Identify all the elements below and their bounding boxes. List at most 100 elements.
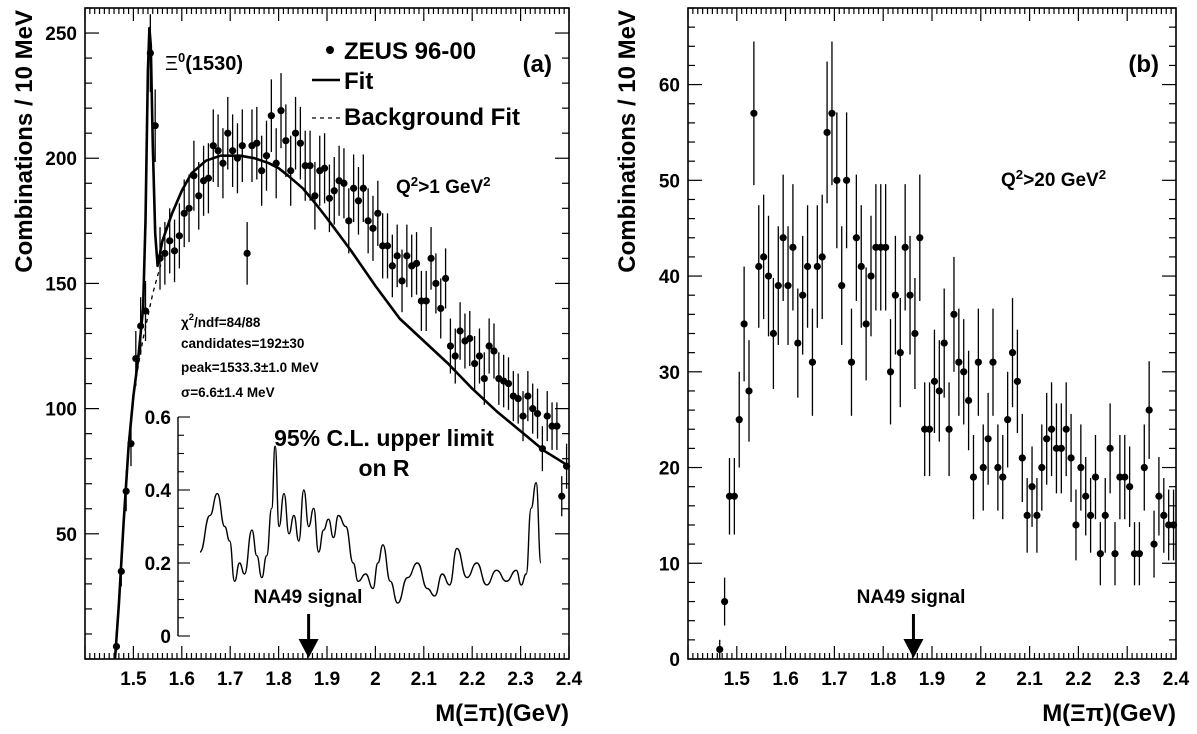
data-point [906, 291, 914, 299]
panel-label: (b) [1128, 51, 1159, 78]
data-point [170, 247, 179, 255]
y-tick-label: 40 [659, 267, 680, 288]
data-point [979, 463, 987, 472]
x-axis-title: M(Ξπ)(GeV) [1042, 700, 1176, 727]
data-point [267, 112, 275, 120]
data-point [1018, 454, 1026, 462]
data-point [989, 358, 997, 366]
data-point [471, 359, 479, 368]
data-point [896, 349, 904, 357]
data-point [999, 473, 1007, 481]
x-tick-label: 2.4 [556, 669, 583, 690]
data-point [994, 463, 1002, 472]
na49-label: NA49 signal [857, 587, 966, 608]
data-point [965, 396, 973, 405]
data-point [1106, 444, 1114, 452]
data-point [735, 416, 743, 424]
data-point [1155, 492, 1163, 500]
data-point [1145, 406, 1153, 414]
data-point [1150, 540, 1158, 548]
inset-y-tick-label: 0.4 [145, 481, 172, 502]
data-point [852, 234, 860, 242]
inset-title-line1: 95% C.L. upper limit [274, 425, 494, 451]
data-point [916, 234, 924, 242]
data-point [427, 254, 435, 262]
data-point [828, 109, 836, 117]
q2-label: Q2>20 GeV2 [1001, 167, 1106, 191]
data-point [1160, 511, 1168, 519]
data-point [514, 395, 522, 403]
data-point [1038, 463, 1046, 472]
legend: ZEUS 96-00 Fit Background Fit [312, 38, 520, 131]
data-point [219, 159, 227, 167]
data-point [945, 425, 953, 433]
data-point [784, 282, 792, 290]
data-point [306, 162, 314, 170]
x-tick-label: 1.8 [870, 669, 896, 690]
x-tick-label: 1.5 [120, 669, 147, 690]
data-point [350, 184, 358, 192]
data-point [320, 164, 329, 172]
data-point [1169, 521, 1178, 529]
data-point [930, 377, 939, 385]
data-point [901, 243, 909, 251]
x-tick-label: 1.6 [169, 669, 195, 690]
fit-chi2: χ2/ndf=84/88 [181, 312, 261, 330]
data-point [750, 109, 758, 117]
panel-a: 1.5 1.6 1.7 1.8 1.9 2 2.1 2.2 2.3 2.4 50 100 150 200 2… [11, 7, 583, 727]
data-point [282, 137, 290, 145]
data-point [730, 492, 738, 500]
data-point [1067, 454, 1075, 462]
data-point [1004, 416, 1012, 424]
data-point [374, 209, 382, 217]
y-axis-title: Combinations / 10 MeV [614, 10, 641, 273]
data-point [1033, 511, 1041, 519]
data-point [960, 368, 968, 376]
x-tick-label: 1.7 [217, 669, 243, 690]
data-point [490, 347, 498, 355]
data-point [935, 387, 943, 395]
data-point [291, 129, 300, 137]
x-tick-label: 1.8 [265, 669, 291, 690]
data-point [277, 107, 285, 115]
x-tick-label: 2.1 [1016, 669, 1043, 690]
data-point [867, 272, 875, 280]
data-point [340, 179, 348, 187]
data-point [716, 645, 724, 654]
data-point [911, 329, 919, 338]
x-tick-label: 2 [370, 669, 381, 690]
x-tick-label: 1.5 [724, 669, 751, 690]
data-point [412, 259, 421, 267]
data-point [475, 352, 484, 360]
data-point [533, 410, 542, 418]
y-tick-label: 60 [659, 76, 680, 97]
y-axis-title: Combinations / 10 MeV [11, 10, 38, 273]
data-point [1087, 511, 1095, 519]
data-point [847, 358, 856, 366]
data-point [769, 329, 778, 338]
data-point [253, 139, 261, 147]
legend-entry-data: ZEUS 96-00 [344, 38, 476, 65]
data-point [543, 412, 551, 420]
data-point [1023, 511, 1031, 519]
data-point [838, 282, 846, 290]
inset-y-tick-label: 0.2 [145, 554, 171, 575]
y-tick-label: 100 [45, 400, 77, 421]
data-point [745, 387, 753, 395]
x-axis-title: M(Ξπ)(GeV) [435, 700, 569, 727]
x-tick-label: 2 [976, 669, 987, 690]
data-point [524, 392, 532, 400]
data-point [354, 197, 363, 205]
data-point [1013, 377, 1022, 385]
panel-label: (a) [523, 51, 552, 78]
data-point [466, 334, 474, 343]
data-point [529, 405, 537, 413]
data-point [262, 152, 271, 160]
data-point [296, 139, 304, 147]
x-tick-label: 2.2 [1065, 669, 1091, 690]
fit-curve [113, 26, 570, 660]
na49-arrow-head [903, 639, 924, 658]
data-point [209, 142, 217, 150]
data-point [504, 379, 513, 388]
